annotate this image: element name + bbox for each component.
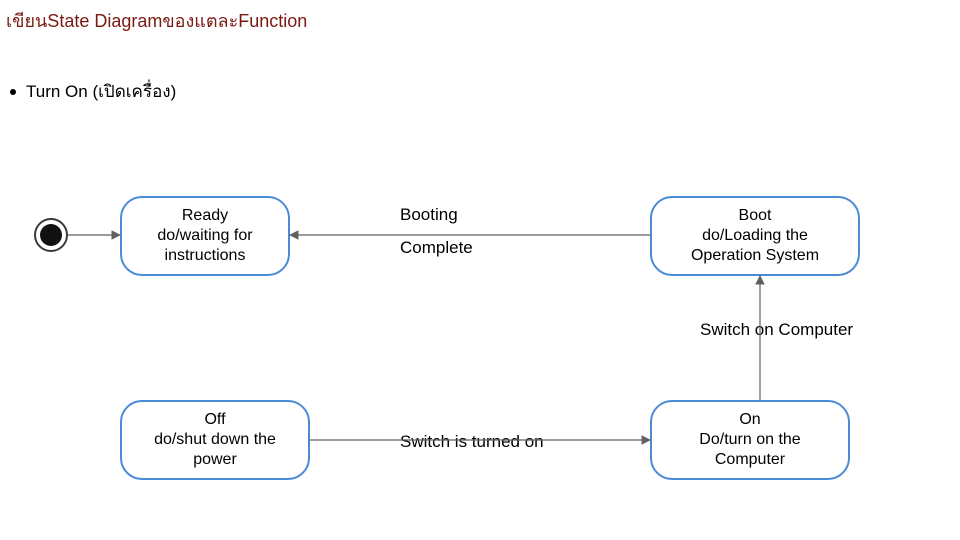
state-ready-line: do/waiting for bbox=[157, 226, 252, 246]
page-title: เขียนState DiagramของแตละFunction bbox=[6, 6, 307, 35]
start-node bbox=[34, 218, 68, 252]
state-boot-line: Boot bbox=[739, 206, 772, 226]
state-boot: Bootdo/Loading theOperation System bbox=[650, 196, 860, 276]
bullet-text: Turn On (เปิดเครื่อง) bbox=[26, 78, 176, 105]
state-boot-line: Operation System bbox=[691, 246, 819, 266]
state-on-line: Computer bbox=[715, 450, 785, 470]
state-on: OnDo/turn on theComputer bbox=[650, 400, 850, 480]
label-switch-turned-on: Switch is turned on bbox=[400, 432, 544, 452]
state-on-line: On bbox=[739, 410, 760, 430]
start-node-inner-icon bbox=[40, 224, 62, 246]
state-on-line: Do/turn on the bbox=[699, 430, 800, 450]
bullet-dot-icon bbox=[10, 89, 16, 95]
state-boot-line: do/Loading the bbox=[702, 226, 808, 246]
page-title-text: เขียนState DiagramของแตละFunction bbox=[6, 11, 307, 31]
diagram-stage: { "title": { "text": "เขียนState Diagram… bbox=[0, 0, 960, 540]
state-ready-line: Ready bbox=[182, 206, 228, 226]
state-off-line: power bbox=[193, 450, 237, 470]
label-complete: Complete bbox=[400, 238, 473, 258]
bullet-row: Turn On (เปิดเครื่อง) bbox=[10, 78, 176, 105]
state-ready-line: instructions bbox=[165, 246, 246, 266]
state-ready: Readydo/waiting forinstructions bbox=[120, 196, 290, 276]
state-off-line: Off bbox=[204, 410, 225, 430]
label-booting: Booting bbox=[400, 205, 458, 225]
label-switch-on-computer: Switch on Computer bbox=[700, 320, 853, 340]
state-off: Offdo/shut down thepower bbox=[120, 400, 310, 480]
state-off-line: do/shut down the bbox=[154, 430, 276, 450]
